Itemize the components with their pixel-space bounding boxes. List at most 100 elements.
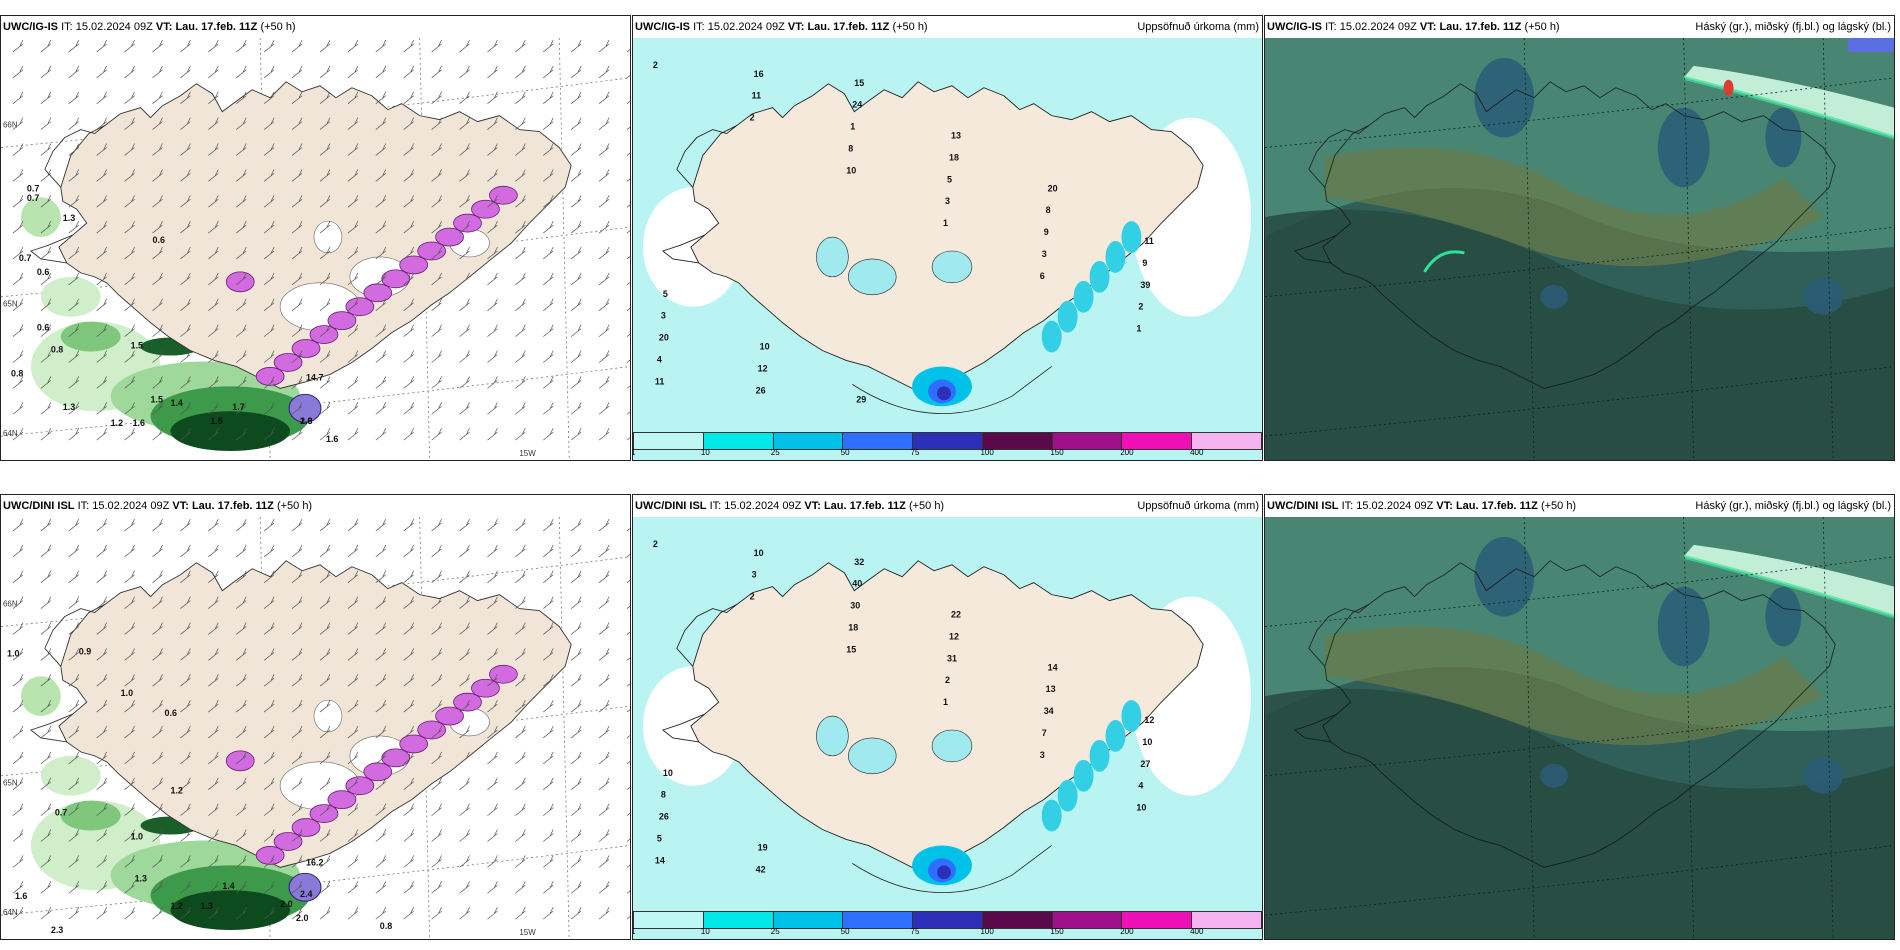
lon-label-15w: 15W — [519, 928, 536, 937]
precip-value: 4 — [657, 354, 662, 364]
accum-precip-panel-top: UWC/IG-IS IT: 15.02.2024 09Z VT: Lau. 17… — [632, 15, 1263, 461]
precip-value: 34 — [1044, 706, 1054, 716]
colorbar-swatch — [1192, 433, 1262, 449]
colorbar-swatch — [913, 912, 983, 928]
precip-value-labels: 0.70.71.30.60.70.60.60.80.81.51.31.2 1.61… — [11, 183, 338, 444]
precip-value: 27 — [1140, 759, 1150, 769]
colorbar-swatch — [1052, 912, 1123, 928]
model-name: UWC/DINI ISL — [3, 500, 75, 512]
precip-value: 42 — [756, 864, 766, 874]
colorbar-swatch — [703, 433, 774, 449]
init-time: 15.02.2024 09Z — [1339, 21, 1417, 33]
wind-barbs — [12, 39, 630, 441]
precip-value: 20 — [1048, 183, 1058, 193]
heavy-precip-area — [912, 221, 1142, 407]
heavy-precip-band — [225, 185, 518, 423]
lat-lon-grid — [1265, 38, 1894, 460]
lon-label-15w: 15W — [519, 449, 536, 458]
cloud-cover-panel-top: UWC/IG-IS IT: 15.02.2024 09Z VT: Lau. 17… — [1264, 15, 1895, 461]
precip-value: 2.0 — [300, 416, 312, 426]
colorbar-tick-label: 1 — [633, 448, 635, 457]
precip-value: 10 — [760, 342, 770, 352]
precip-value: 15 — [854, 78, 864, 88]
panel-header: UWC/DINI ISL IT: 15.02.2024 09Z VT: Lau.… — [633, 495, 1262, 517]
colorbar-swatch — [634, 433, 704, 449]
valid-time: Lau. 17.feb. 11Z — [175, 21, 258, 33]
wind-precip-panel-bottom: UWC/DINI ISL IT: 15.02.2024 09Z VT: Lau.… — [0, 494, 631, 940]
colorbar-swatch — [1052, 433, 1123, 449]
wind-precip-map: 66N 65N 64N 15W 0.7 0.7 1.3 0.6 0.7 0.6 0.6 0.8 0.8 1… — [1, 38, 630, 460]
precip-shading — [20, 676, 311, 931]
precip-value: 5 — [657, 833, 662, 843]
precip-value: 1.3 — [200, 901, 212, 911]
lat-label-65n: 65N — [3, 300, 18, 309]
precip-value: 29 — [856, 394, 866, 404]
precip-value: 40 — [852, 579, 862, 589]
precip-value: 9 — [1044, 227, 1049, 237]
panel-title: Háský (gr.), miðský (fj.bl.) og lágský (… — [1695, 21, 1891, 33]
precip-value: 1.5 — [151, 394, 163, 404]
precip-value: 13 — [1046, 684, 1056, 694]
valid-time: Lau. 17.feb. 11Z — [191, 500, 274, 512]
precip-value: 0.7 — [19, 253, 31, 263]
panel-header: UWC/IG-IS IT: 15.02.2024 09Z VT: Lau. 17… — [633, 16, 1262, 38]
precip-value: 1.6 — [133, 418, 145, 428]
colorbar-tick-label: 400 — [1190, 448, 1204, 457]
colorbar-swatch — [1192, 912, 1262, 928]
model-name: UWC/DINI ISL — [635, 500, 707, 512]
precip-value: 14.7 — [306, 372, 323, 382]
precip-value: 1 — [943, 697, 948, 707]
precip-value: 1.4 — [222, 881, 234, 891]
colorbar-swatch — [843, 912, 914, 928]
precip-value: 0.8 — [11, 368, 23, 378]
vt-label: VT: — [155, 21, 173, 33]
lat-lon-grid — [1265, 517, 1894, 939]
precip-value: 10 — [846, 165, 856, 175]
accum-precip-map: 2 2 15 1 3 10 14 3 18 2 7 4 5 10 30 31 34 27 26 42 40 12 13 10 8… — [633, 517, 1262, 939]
precip-value: 4 — [1138, 781, 1143, 791]
colorbar-tick-label: 150 — [1050, 927, 1064, 936]
precip-value: 1.8 — [300, 416, 312, 426]
vt-label: VT: — [1419, 21, 1437, 33]
colorbar-tick-label: 75 — [910, 927, 920, 936]
cloud-cover-map — [1265, 38, 1894, 460]
it-label: IT: — [77, 500, 90, 512]
colorbar-tick-label: 75 — [910, 448, 920, 457]
precip-value: 18 — [848, 622, 858, 632]
precip-value: 1.6 — [15, 891, 27, 901]
precip-value: 1.6 — [326, 434, 338, 444]
init-time: 15.02.2024 09Z — [724, 500, 802, 512]
vt-label: VT: — [1436, 500, 1453, 512]
precip-value: 1.3 — [135, 873, 147, 883]
precip-value: 2 — [945, 675, 950, 685]
precip-value: 0.7 — [27, 183, 39, 193]
colorbar-swatch — [773, 912, 844, 928]
precip-value: 6 — [1040, 271, 1045, 281]
precip-value: 1.4 — [170, 398, 182, 408]
precip-value: 11 — [1144, 236, 1153, 246]
precip-value: 2 — [1138, 302, 1143, 312]
lat-label-65n: 65N — [3, 779, 18, 788]
precip-value: 31 — [947, 653, 957, 663]
colorbar-tick-label: 100 — [980, 927, 994, 936]
wind-barbs — [12, 518, 630, 920]
precip-value: 20 — [659, 333, 669, 343]
lat-label-66n: 66N — [3, 600, 18, 609]
precip-value: 3 — [1040, 750, 1045, 760]
precip-value: 10 — [754, 548, 764, 558]
precip-value: 1.5 — [210, 416, 222, 426]
colorbar-swatch — [703, 912, 774, 928]
precip-value: 0.8 — [380, 921, 392, 931]
colorbar-tick-label: 25 — [770, 927, 780, 936]
valid-time: Lau. 17.feb. 11Z — [823, 500, 906, 512]
precip-value: 1.0 — [7, 648, 19, 658]
colorbar-tick-label: 50 — [840, 927, 850, 936]
colorbar-tick-label: 150 — [1050, 448, 1064, 457]
lead-time: (+50 h) — [276, 500, 313, 512]
lead-time: (+50 h) — [908, 500, 945, 512]
precip-value: 5 — [663, 289, 668, 299]
precip-value: 16.2 — [306, 857, 323, 867]
precip-value: 14 — [1048, 662, 1058, 672]
precip-value: 16 — [754, 69, 764, 79]
precip-value: 1.5 — [131, 341, 143, 351]
